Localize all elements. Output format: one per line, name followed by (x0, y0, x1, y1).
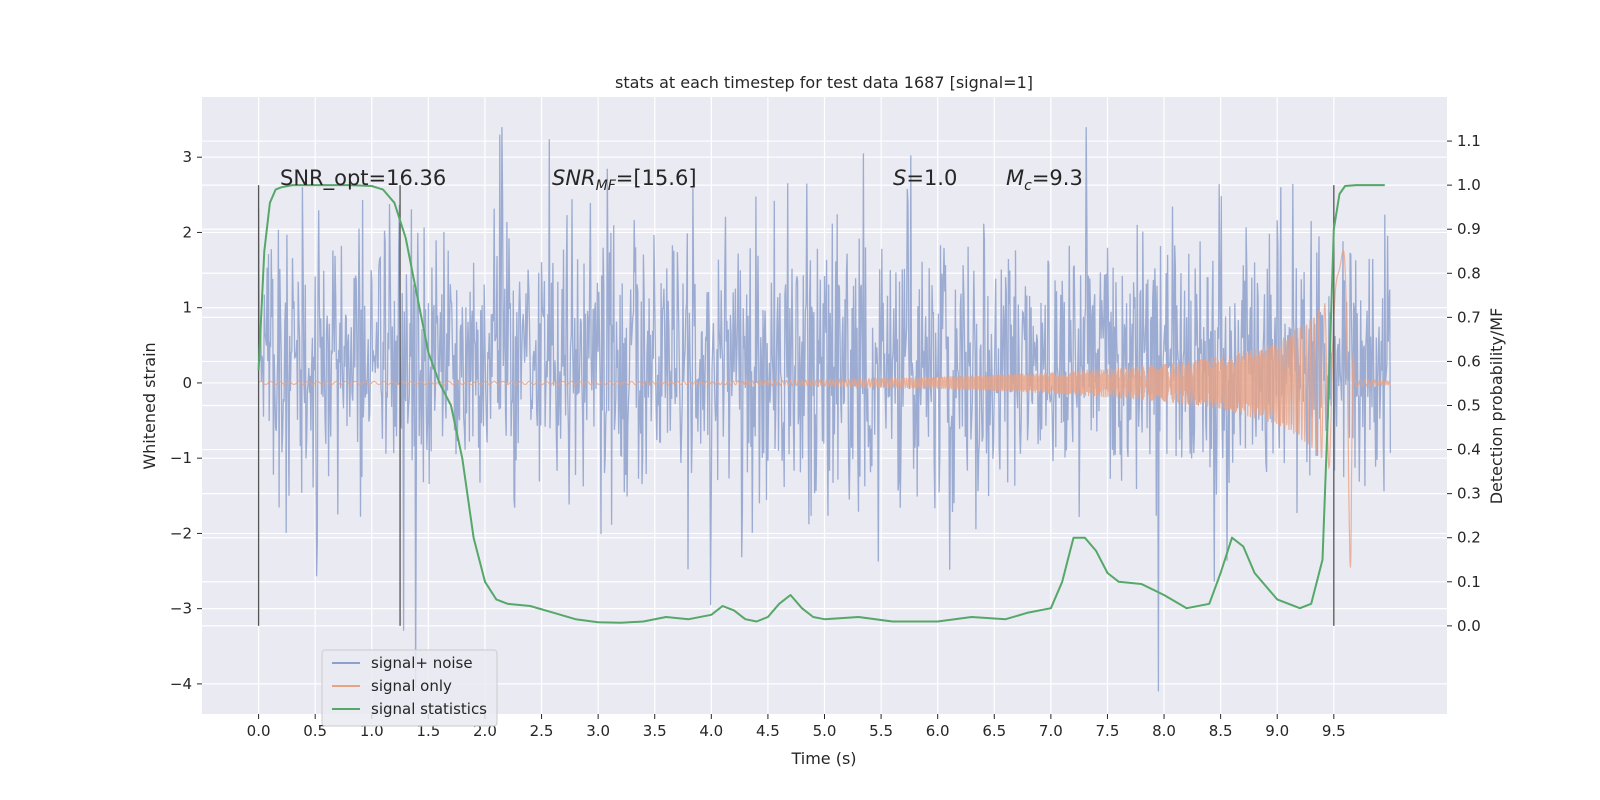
y-tick-label-right: 0.1 (1457, 573, 1481, 591)
x-tick-label: 3.0 (586, 722, 610, 740)
annotation-s-symbol: S (893, 166, 906, 190)
y-tick-label-left: −1 (170, 449, 192, 467)
x-tick-label: 9.5 (1322, 722, 1346, 740)
x-tick-label: 8.5 (1209, 722, 1233, 740)
y-tick-label-right: 0.0 (1457, 617, 1481, 635)
y-tick-label-right: 0.8 (1457, 264, 1481, 282)
x-tick-label: 0.0 (247, 722, 271, 740)
x-tick-label: 4.5 (756, 722, 780, 740)
y-tick-label-right: 0.2 (1457, 529, 1481, 547)
plot-marks (257, 127, 1392, 692)
y-tick-label-left: 3 (182, 148, 192, 166)
y-axis-right-ticks: 1.1 1.0 0.9 0.8 0.7 0.6 0.5 0.4 0.3 0.2 0.1 0.0 (1447, 132, 1481, 635)
series-signal-only (258, 249, 1391, 568)
annotations: SNR_opt=16.36 SNRMF=[15.6] S=1.0 Mc=9.3 (280, 166, 1083, 194)
series-signal-statistics (257, 184, 1385, 624)
y-tick-label-right: 0.9 (1457, 220, 1481, 238)
x-tick-label: 9.0 (1265, 722, 1289, 740)
x-tick-label: 5.0 (813, 722, 837, 740)
y-tick-label-right: 0.6 (1457, 352, 1481, 370)
annotation-mc-value: =9.3 (1032, 166, 1083, 190)
legend-label-signal-only: signal only (371, 677, 452, 695)
y-tick-label-left: −2 (170, 524, 192, 542)
y-tick-label-right: 0.7 (1457, 308, 1481, 326)
y-axis-left-ticks: 3 2 1 0 −1 −2 −3 −4 (170, 148, 202, 693)
annotation-snr-mf: SNRMF=[15.6] (552, 166, 697, 194)
series-signal-noise (257, 127, 1392, 692)
legend-label-signal-statistics: signal statistics (371, 700, 487, 718)
y-tick-label-left: 0 (182, 374, 192, 392)
x-tick-label: 2.5 (530, 722, 554, 740)
y-tick-label-right: 1.1 (1457, 132, 1481, 150)
legend-box (321, 649, 498, 727)
x-tick-label: 5.5 (869, 722, 893, 740)
y-tick-label-right: 1.0 (1457, 176, 1481, 194)
annotation-mc: Mc=9.3 (1006, 166, 1083, 194)
x-tick-label: 3.5 (643, 722, 667, 740)
annotation-snr-mf-subscript: MF (596, 178, 617, 194)
y-tick-label-right: 0.4 (1457, 441, 1481, 459)
annotation-snr-mf-value: =[15.6] (616, 166, 697, 190)
y-tick-label-left: −4 (170, 675, 192, 693)
legend-label-signal-noise: signal+ noise (371, 654, 473, 672)
chart-title: stats at each timestep for test data 168… (615, 73, 1033, 92)
annotation-snr-mf-symbol: SNR (552, 166, 596, 190)
y-tick-label-right: 0.5 (1457, 397, 1481, 415)
annotation-snr-opt: SNR_opt=16.36 (280, 166, 446, 191)
annotation-s-value: =1.0 (906, 166, 957, 190)
x-tick-label: 7.5 (1096, 722, 1120, 740)
x-tick-label: 6.5 (982, 722, 1006, 740)
x-tick-label: 4.0 (699, 722, 723, 740)
annotation-s: S=1.0 (893, 166, 957, 190)
y-axis-left-label: Whitened strain (140, 342, 159, 469)
x-axis-label: Time (s) (790, 749, 856, 768)
y-tick-label-left: 2 (182, 223, 192, 241)
annotation-mc-subscript: c (1024, 178, 1032, 194)
annotation-mc-symbol: M (1006, 166, 1024, 190)
x-tick-label: 0.5 (303, 722, 327, 740)
y-tick-label-left: −3 (170, 600, 192, 618)
y-tick-label-left: 1 (182, 299, 192, 317)
x-tick-label: 8.0 (1152, 722, 1176, 740)
y-axis-right-label: Detection probability/MF (1487, 308, 1506, 505)
legend: signal+ noise signal only signal statist… (321, 649, 498, 727)
x-tick-label: 6.0 (926, 722, 950, 740)
x-tick-label: 7.0 (1039, 722, 1063, 740)
y-tick-label-right: 0.3 (1457, 485, 1481, 503)
